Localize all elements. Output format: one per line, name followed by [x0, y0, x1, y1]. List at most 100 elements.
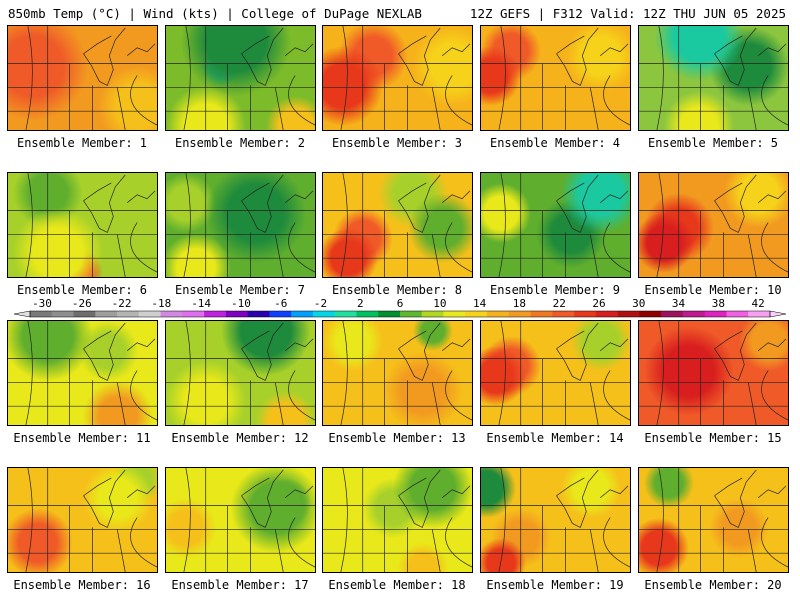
colorbar-swatch	[247, 311, 270, 317]
ensemble-member-map	[322, 172, 473, 278]
state-borders	[481, 468, 630, 572]
valid-time: 12Z GEFS | F312 Valid: 12Z THU JUN 05 20…	[469, 6, 786, 21]
ensemble-member-label: Ensemble Member: 7	[174, 283, 306, 297]
state-borders	[481, 321, 630, 425]
colorbar-swatch	[138, 311, 161, 317]
colorbar-low-arrow	[14, 310, 31, 318]
colorbar-tick-label: -2	[314, 297, 327, 310]
state-borders	[323, 468, 472, 572]
ensemble-member-map	[480, 467, 631, 573]
state-borders	[639, 468, 788, 572]
colorbar-swatch	[443, 311, 466, 317]
ensemble-member-label: Ensemble Member: 3	[331, 136, 463, 150]
ensemble-member-map	[322, 320, 473, 426]
ensemble-member-label: Ensemble Member: 8	[331, 283, 463, 297]
colorbar-tick-label: -30	[32, 297, 52, 310]
state-borders	[639, 173, 788, 277]
ensemble-member-map	[638, 467, 789, 573]
colorbar-swatch	[487, 311, 510, 317]
colorbar-tick-label: -14	[191, 297, 211, 310]
map-title: 850mb Temp (°C) | Wind (kts) | College o…	[8, 6, 422, 21]
colorbar-swatch	[291, 311, 314, 317]
ensemble-member-map	[480, 172, 631, 278]
ensemble-member-map	[638, 320, 789, 426]
colorbar-swatch	[421, 311, 444, 317]
colorbar-tick-label: 22	[553, 297, 566, 310]
colorbar-swatch	[508, 311, 531, 317]
state-borders	[639, 26, 788, 130]
ensemble-member-map	[7, 25, 158, 131]
state-borders	[8, 468, 157, 572]
ensemble-member-map	[165, 320, 316, 426]
colorbar-swatch	[530, 311, 553, 317]
ensemble-member-label: Ensemble Member: 16	[13, 578, 151, 592]
ensemble-member-map	[480, 25, 631, 131]
colorbar-swatch	[378, 311, 401, 317]
ensemble-member-map	[7, 467, 158, 573]
state-borders	[166, 468, 315, 572]
ensemble-member-label: Ensemble Member: 13	[328, 431, 466, 445]
ensemble-member-label: Ensemble Member: 17	[171, 578, 309, 592]
colorbar-swatch	[682, 311, 706, 317]
ensemble-member-map	[165, 467, 316, 573]
state-borders	[323, 173, 472, 277]
ensemble-member-label: Ensemble Member: 18	[328, 578, 466, 592]
colorbar-swatch	[595, 311, 618, 317]
colorbar-tick-label: 6	[397, 297, 404, 310]
colorbar-swatch	[73, 311, 96, 317]
colorbar-tick-label: -6	[274, 297, 287, 310]
colorbar-swatch	[400, 311, 423, 317]
colorbar-high-arrow	[769, 310, 786, 318]
colorbar-swatch	[269, 311, 292, 317]
colorbar-swatch	[552, 311, 575, 317]
ensemble-member-label: Ensemble Member: 2	[174, 136, 306, 150]
ensemble-member-map	[7, 172, 158, 278]
colorbar-tick-label: -22	[112, 297, 132, 310]
colorbar-swatch	[204, 311, 227, 317]
colorbar-swatch	[617, 311, 640, 317]
colorbar-swatch	[95, 311, 118, 317]
state-borders	[323, 321, 472, 425]
colorbar-swatch	[465, 311, 488, 317]
colorbar-swatch	[726, 311, 749, 317]
colorbar-swatch	[160, 311, 183, 317]
ensemble-member-label: Ensemble Member: 6	[16, 283, 148, 297]
colorbar-tick-label: 10	[433, 297, 446, 310]
colorbar-tick-label: 34	[672, 297, 686, 310]
ensemble-member-map	[480, 320, 631, 426]
colorbar-tick-label: 14	[473, 297, 487, 310]
ensemble-member-label: Ensemble Member: 19	[486, 578, 624, 592]
ensemble-member-label: Ensemble Member: 12	[171, 431, 309, 445]
state-borders	[323, 26, 472, 130]
ensemble-member-label: Ensemble Member: 10	[644, 283, 782, 297]
ensemble-member-label: Ensemble Member: 15	[644, 431, 782, 445]
colorbar-swatch	[639, 311, 662, 317]
colorbar-swatch	[312, 311, 336, 317]
colorbar-tick-label: -26	[72, 297, 92, 310]
state-borders	[481, 173, 630, 277]
state-borders	[166, 173, 315, 277]
colorbar-swatch	[117, 311, 140, 317]
colorbar-swatch	[356, 311, 379, 317]
colorbar-swatch	[704, 311, 727, 317]
ensemble-member-label: Ensemble Member: 20	[644, 578, 782, 592]
colorbar-swatch	[51, 311, 74, 317]
colorbar-tick-label: 30	[632, 297, 645, 310]
ensemble-member-map	[638, 172, 789, 278]
ensemble-member-label: Ensemble Member: 1	[16, 136, 148, 150]
ensemble-member-label: Ensemble Member: 11	[13, 431, 151, 445]
colorbar-tick-label: 2	[357, 297, 364, 310]
state-borders	[481, 26, 630, 130]
ensemble-member-map	[7, 320, 158, 426]
ensemble-member-map	[322, 467, 473, 573]
ensemble-member-map	[165, 25, 316, 131]
state-borders	[8, 173, 157, 277]
colorbar-swatch	[574, 311, 597, 317]
state-borders	[8, 321, 157, 425]
ensemble-member-map	[165, 172, 316, 278]
ensemble-member-label: Ensemble Member: 14	[486, 431, 624, 445]
colorbar-tick-label: 26	[592, 297, 605, 310]
ensemble-member-label: Ensemble Member: 9	[489, 283, 621, 297]
colorbar-swatch	[225, 311, 248, 317]
ensemble-member-map	[322, 25, 473, 131]
